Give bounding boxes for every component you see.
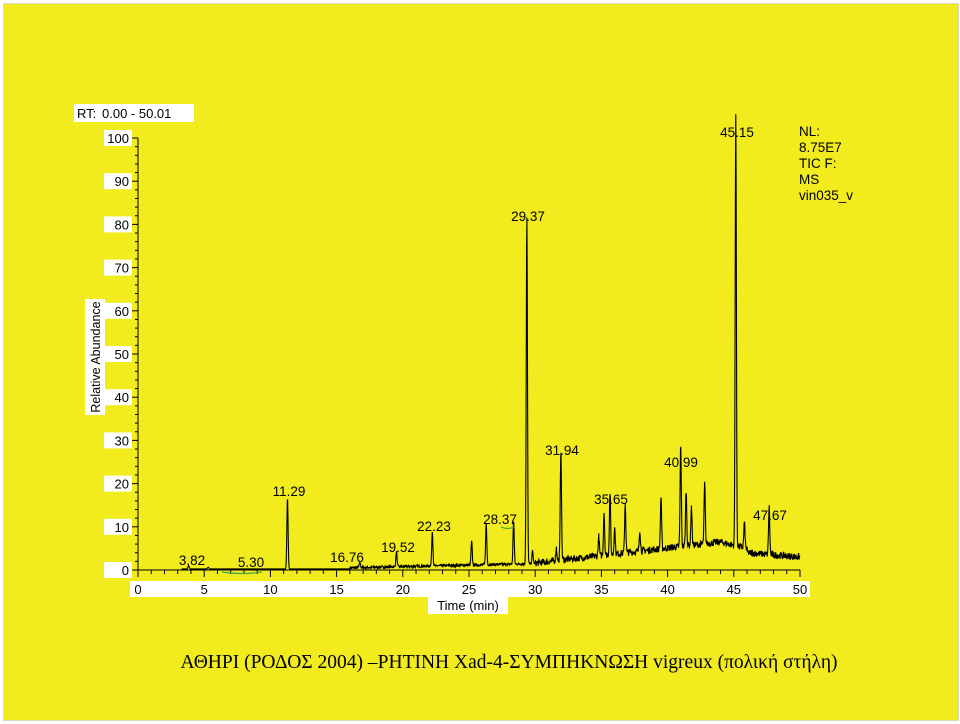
info-line: MS: [799, 172, 819, 187]
x-tick-label: 20: [396, 582, 410, 597]
tic-trace: [181, 114, 801, 571]
y-tick-label: 80: [115, 217, 129, 232]
peak-label: 19.52: [381, 540, 415, 555]
x-axis-ticks: 0 5 10 15 20 25 30 35 40 45 50: [130, 570, 810, 597]
info-line: 8.75E7: [799, 140, 842, 155]
x-tick-label: 25: [462, 582, 476, 597]
y-tick-label-box: [104, 216, 132, 233]
tic-chromatogram: RT: 0.00 - 50.01 Relative Abundance 0 10 2…: [74, 104, 853, 673]
info-line: TIC F:: [799, 156, 837, 171]
y-axis-title-group: Relative Abundance: [85, 299, 105, 415]
peak-label: 35.65: [594, 492, 628, 507]
y-tick-label-box: [104, 562, 132, 578]
rt-range-box: [74, 104, 194, 122]
x-tick-label: 5: [201, 582, 208, 597]
rt-range: 0.00 - 50.01: [102, 106, 171, 121]
y-tick-label-box: [104, 302, 132, 319]
x-tick-label-box: [130, 581, 810, 597]
y-tick-label-box: [104, 389, 132, 406]
y-tick-label: 50: [115, 347, 129, 362]
info-line: NL:: [799, 124, 820, 139]
x-axis-title-box: [428, 596, 508, 614]
y-axis-title-box: [85, 299, 105, 415]
peak-label: 47.67: [753, 508, 787, 523]
peak-label: 28.37: [483, 512, 517, 527]
peak-label: 29.37: [511, 209, 545, 224]
peak-marker: [221, 571, 263, 575]
x-tick-label: 50: [793, 582, 807, 597]
y-tick-label: 90: [115, 174, 129, 189]
y-tick-label-box: [104, 259, 132, 276]
x-tick-label: 10: [263, 582, 277, 597]
figure-caption: ΑΘΗΡΙ (ΡΟΔΟΣ 2004) –ΡΗΤΙΝΗ Xad-4-ΣΥΜΠΗΚΝ…: [180, 652, 837, 673]
y-tick-label-box: [104, 432, 132, 449]
y-tick-label: 70: [115, 261, 129, 276]
y-tick-label: 10: [115, 520, 129, 535]
info-line: vin035_v: [799, 188, 853, 203]
peak-label: 31.94: [545, 443, 579, 458]
y-tick-label-box: [104, 475, 132, 492]
y-tick-label: 40: [115, 390, 129, 405]
x-tick-label: 0: [134, 582, 141, 597]
y-tick-label-box: [104, 130, 132, 146]
y-axis-title: Relative Abundance: [89, 301, 103, 412]
x-tick-label: 30: [528, 582, 542, 597]
peak-marker: [500, 526, 515, 530]
y-tick-label: 60: [115, 304, 129, 319]
y-tick-label: 100: [107, 131, 129, 146]
peak-label: 45.15: [720, 125, 754, 140]
peak-label: 3.82: [179, 553, 205, 568]
y-tick-label: 30: [115, 433, 129, 448]
peak-label: 22.23: [417, 519, 451, 534]
y-axis-ticks: 0 10 20 30 40 50 60 70 80 90 100: [104, 130, 138, 578]
peak-label: 5.30: [238, 555, 264, 570]
peak-label: 16.76: [330, 550, 364, 565]
x-tick-label: 15: [329, 582, 343, 597]
y-tick-label: 0: [122, 563, 129, 578]
peak-label: 11.29: [273, 484, 306, 499]
x-tick-label: 35: [594, 582, 608, 597]
x-axis-title: Time (min): [437, 598, 499, 613]
x-tick-label: 45: [727, 582, 741, 597]
y-tick-label: 20: [115, 477, 129, 492]
y-tick-label-box: [104, 173, 132, 190]
y-tick-label-box: [104, 518, 132, 535]
y-tick-label-box: [104, 346, 132, 362]
chromatogram-figure: RT: 0.00 - 50.01 Relative Abundance 0 10 2…: [3, 3, 959, 721]
peak-label: 40.99: [664, 455, 698, 470]
rt-label: RT:: [77, 106, 96, 121]
x-tick-label: 40: [660, 582, 674, 597]
